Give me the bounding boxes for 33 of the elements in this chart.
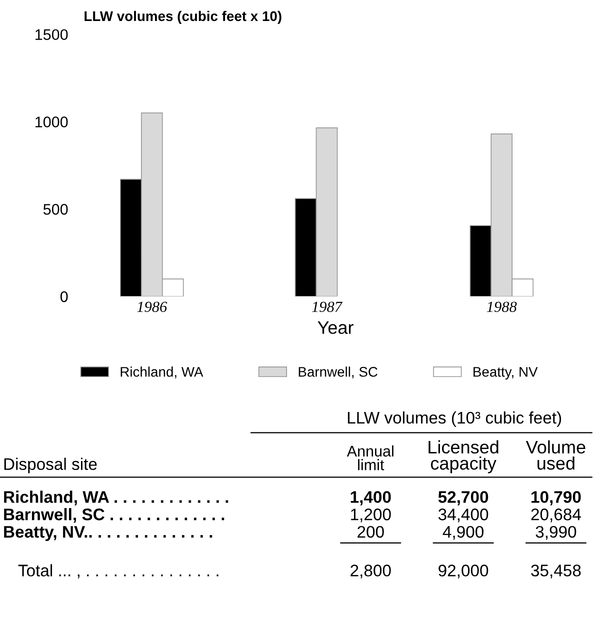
text: Barnwell, SC . . . . . . . . . . . . . (4, 508, 224, 523)
y-tick-label: 500 (43, 204, 68, 215)
text: 200 (358, 526, 384, 538)
text: 4,900 (442, 526, 484, 540)
text: 34,400 (438, 508, 488, 522)
legend-label: Beatty, NV (474, 367, 538, 380)
text: Disposal site (4, 458, 97, 474)
x-axis-title: Year (318, 321, 354, 334)
y-tick-label: 1000 (36, 116, 68, 128)
text: Licensed capacity (428, 440, 498, 474)
text: Annual limit (346, 445, 394, 470)
y-tick-label: 1500 (36, 29, 68, 40)
text: Total ... , . . . . . . . . . . . . . . . (18, 564, 218, 578)
y-tick-label: 0 (60, 291, 68, 302)
chart-title: LLW volumes (cubic feet x 10) (84, 10, 282, 24)
text: 35,458 (531, 564, 581, 578)
text: 20,684 (531, 508, 581, 522)
text: 1,200 (351, 508, 391, 522)
text: 10,790 (532, 491, 581, 506)
text: Richland, WA . . . . . . . . . . . . . (4, 490, 228, 506)
text: LLW volumes (10³ cubic feet) (348, 411, 562, 427)
text: 3,990 (536, 526, 576, 540)
legend-label: Richland, WA (120, 366, 204, 378)
x-tick-label: 1988 (486, 302, 517, 312)
x-tick-label: 1987 (312, 302, 343, 312)
text: 2,800 (350, 564, 391, 578)
legend-label: Barnwell, SC (298, 366, 378, 378)
x-tick-label: 1986 (137, 302, 168, 312)
text: 1,400 (350, 491, 391, 506)
text: Beatty, NV.. . . . . . . . . . . . . . (4, 526, 212, 542)
text: 52,700 (438, 491, 488, 506)
text: Volume used (526, 440, 586, 470)
text: 92,000 (438, 564, 488, 578)
